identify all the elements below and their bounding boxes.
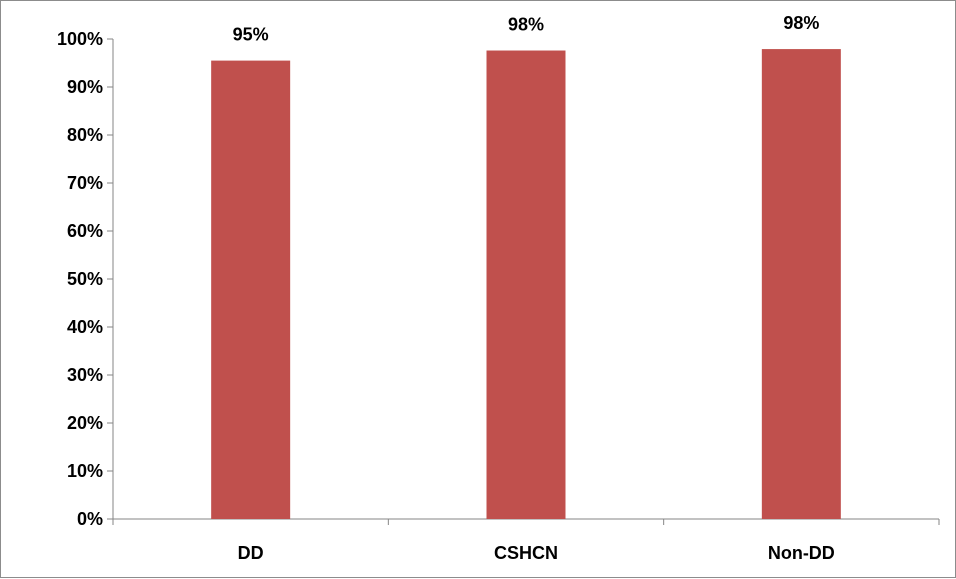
bar bbox=[486, 50, 566, 520]
y-axis: 0% 10% 20% 30% 40% 50% 60% 70% 80% 90% 100% bbox=[57, 29, 114, 529]
y-tick-label: 100% bbox=[57, 29, 103, 49]
x-category-label: DD bbox=[238, 543, 264, 563]
x-category-label: CSHCN bbox=[494, 543, 558, 563]
bar-value-label: 95% bbox=[233, 25, 269, 45]
bar-value-label: 98% bbox=[508, 15, 544, 35]
bar bbox=[761, 49, 841, 520]
y-tick-label: 60% bbox=[67, 221, 103, 241]
y-tick-label: 50% bbox=[67, 269, 103, 289]
y-tick-label: 10% bbox=[67, 461, 103, 481]
y-tick-label: 90% bbox=[67, 77, 103, 97]
y-tick-label: 0% bbox=[77, 509, 103, 529]
x-axis: DD CSHCN Non-DD bbox=[112, 518, 940, 563]
bars bbox=[211, 49, 841, 520]
x-category-label: Non-DD bbox=[768, 543, 835, 563]
y-tick-label: 20% bbox=[67, 413, 103, 433]
y-tick-label: 40% bbox=[67, 317, 103, 337]
y-tick-label: 70% bbox=[67, 173, 103, 193]
y-tick-label: 80% bbox=[67, 125, 103, 145]
data-labels: 95% 98% 98% bbox=[233, 13, 820, 45]
bar bbox=[211, 60, 291, 519]
bar-value-label: 98% bbox=[783, 13, 819, 33]
y-tick-label: 30% bbox=[67, 365, 103, 385]
